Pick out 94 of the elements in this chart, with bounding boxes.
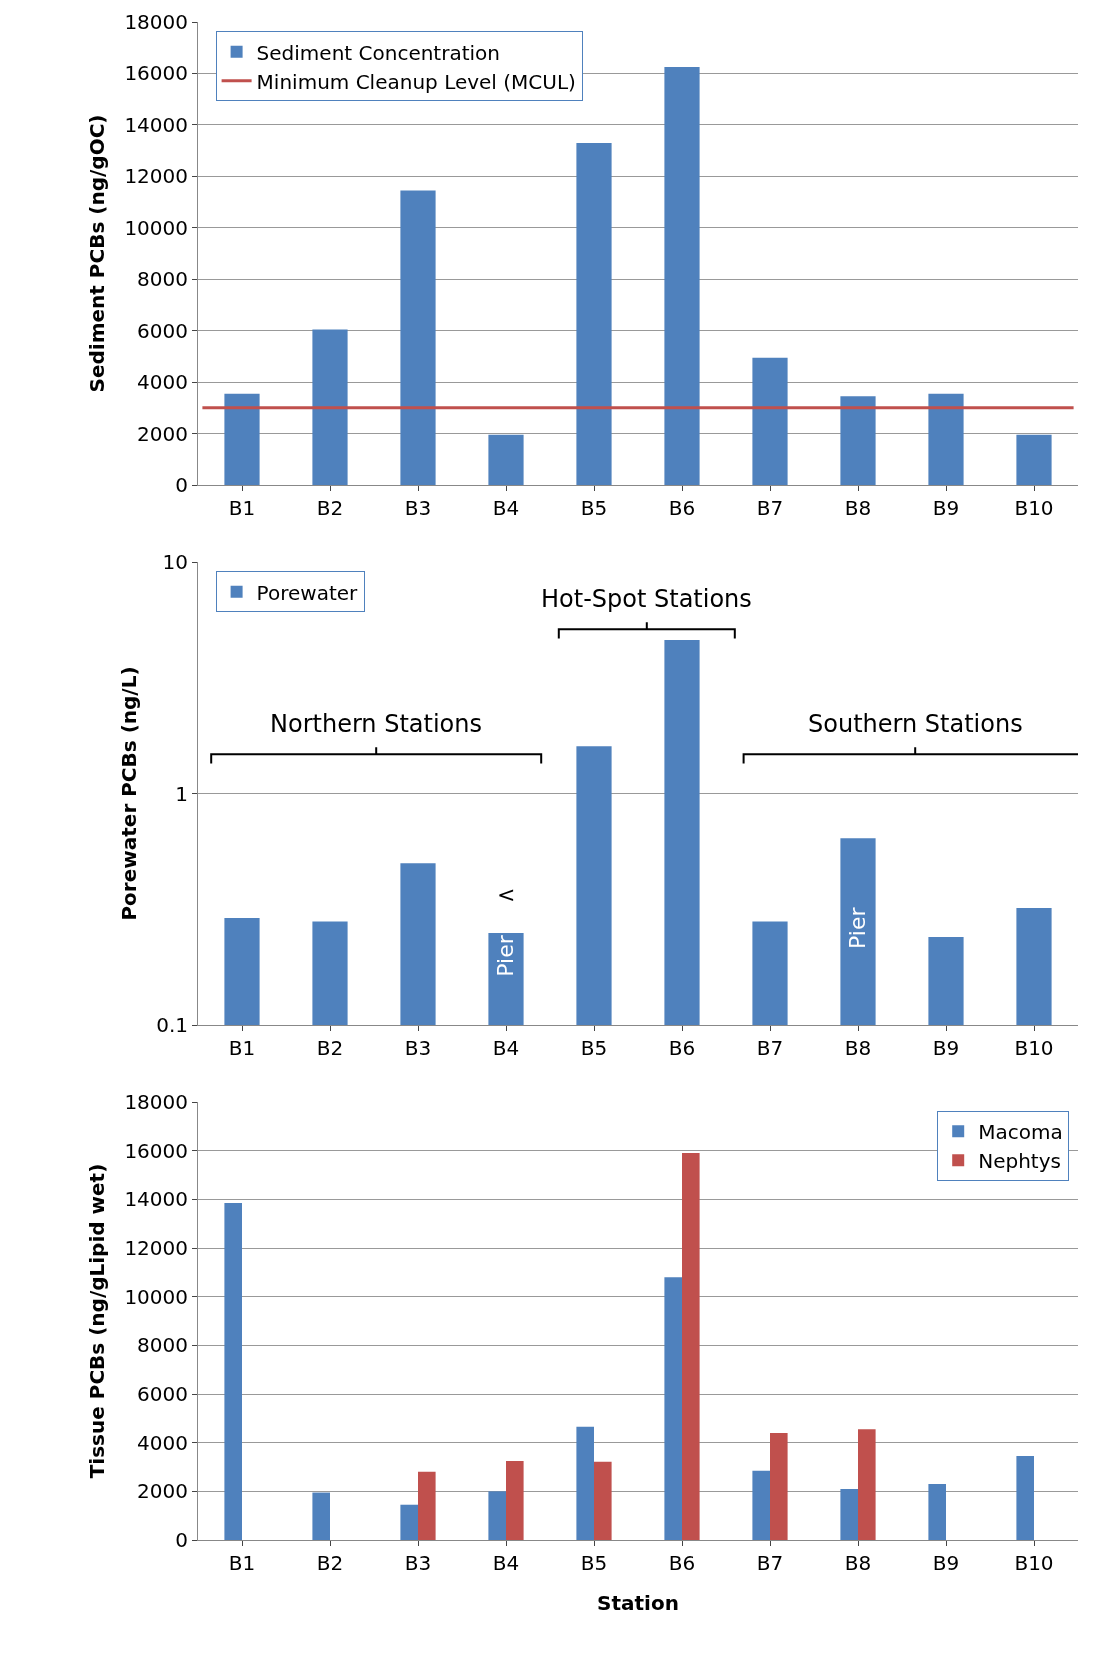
x-tick-label: B5 xyxy=(580,1036,608,1060)
bar xyxy=(224,393,260,485)
bar xyxy=(488,1491,506,1540)
x-tick-label: B2 xyxy=(316,1036,344,1060)
x-tick-label: B6 xyxy=(668,496,696,520)
y-tick-label: 12000 xyxy=(124,164,188,189)
y-tick-label: 8000 xyxy=(137,267,188,292)
y-tick-label: 18000 xyxy=(124,1090,188,1114)
y-tick-label: 4000 xyxy=(137,370,188,395)
y-tick-label: 2000 xyxy=(137,1479,188,1504)
bar xyxy=(400,1504,418,1540)
x-tick-label: B2 xyxy=(316,1551,344,1575)
x-tick-label: B2 xyxy=(316,496,344,520)
y-tick-label: 2000 xyxy=(137,421,188,446)
x-tick-label: B9 xyxy=(932,496,960,520)
y-tick-label: 6000 xyxy=(137,318,188,343)
bar xyxy=(840,1488,858,1540)
x-tick-label: B9 xyxy=(932,1551,960,1575)
y-tick-label: 0 xyxy=(175,1528,188,1552)
x-tick-label: B5 xyxy=(580,1551,608,1575)
legend-label: Minimum Cleanup Level (MCUL) xyxy=(256,69,576,94)
bar xyxy=(770,1432,788,1540)
y-tick-label: 0.1 xyxy=(156,1013,188,1037)
y-tick-label: 16000 xyxy=(124,61,188,86)
y-axis-title: Porewater PCBs (ng/L) xyxy=(116,666,141,921)
bar xyxy=(752,1470,770,1540)
x-tick-label: B4 xyxy=(492,1036,520,1060)
bar xyxy=(312,329,348,485)
y-tick-label: 14000 xyxy=(124,1187,188,1212)
bar xyxy=(576,1426,594,1540)
y-tick-label: 14000 xyxy=(124,112,188,137)
y-tick-label: 4000 xyxy=(137,1430,188,1455)
x-tick-label: B3 xyxy=(404,496,432,520)
bar xyxy=(506,1460,524,1540)
x-tick-label: B3 xyxy=(404,1551,432,1575)
y-tick-label: 6000 xyxy=(137,1382,188,1406)
legend-label: Nephtys xyxy=(978,1149,1061,1174)
x-tick-label: B5 xyxy=(580,496,608,520)
x-tick-label: B4 xyxy=(492,496,520,520)
bar xyxy=(312,1492,330,1540)
x-tick-label: B7 xyxy=(756,1551,784,1575)
bar xyxy=(928,393,964,485)
y-tick-label: 8000 xyxy=(137,1333,188,1358)
y-tick-label: 16000 xyxy=(124,1138,188,1163)
y-tick-label: 12000 xyxy=(124,1236,188,1260)
bar xyxy=(840,396,876,485)
y-tick-label: 10000 xyxy=(124,1284,188,1309)
x-tick-label: B3 xyxy=(404,1036,432,1060)
x-tick-label: B10 xyxy=(1014,1551,1054,1575)
annotation: Pier xyxy=(845,906,871,949)
y-tick-label: 10000 xyxy=(124,215,188,240)
x-tick-label: B10 xyxy=(1014,1036,1054,1060)
x-tick-label: B4 xyxy=(492,1551,520,1575)
bar xyxy=(224,1202,242,1540)
bar xyxy=(752,357,788,485)
bar xyxy=(664,67,700,485)
annotation: Hot-Spot Stations xyxy=(541,585,752,613)
y-tick-label: 1 xyxy=(175,781,188,806)
x-tick-label: B6 xyxy=(668,1036,696,1060)
x-tick-label: B8 xyxy=(844,1551,872,1575)
bar xyxy=(1016,434,1052,485)
x-tick-label: B6 xyxy=(668,1551,696,1575)
x-tick-label: B10 xyxy=(1014,496,1054,520)
y-axis-title: Sediment PCBs (ng/gOC) xyxy=(84,114,109,393)
bar xyxy=(858,1429,876,1540)
y-tick-label: 10 xyxy=(162,550,188,574)
annotation: Pier xyxy=(493,934,519,977)
annotation: Southern Stations xyxy=(808,710,1023,738)
x-axis-title: Station xyxy=(597,1591,679,1615)
x-tick-label: B8 xyxy=(844,1036,872,1060)
x-tick-label: B1 xyxy=(228,1036,256,1060)
annotation: < xyxy=(497,882,516,907)
annotation: Northern Stations xyxy=(270,710,483,738)
legend-label: Porewater xyxy=(256,580,359,605)
bar xyxy=(576,142,612,485)
x-tick-label: B9 xyxy=(932,1036,960,1060)
x-tick-label: B7 xyxy=(756,496,784,520)
bar xyxy=(682,1153,700,1540)
y-axis-title: Tissue PCBs (ng/gLipid wet) xyxy=(84,1163,109,1479)
y-tick-label: 0 xyxy=(175,473,188,497)
x-tick-label: B7 xyxy=(756,1036,784,1060)
bar xyxy=(1016,1456,1034,1540)
bar xyxy=(488,434,524,485)
bar xyxy=(664,1277,682,1540)
x-tick-label: B8 xyxy=(844,496,872,520)
bar xyxy=(418,1471,436,1540)
legend-label: Macoma xyxy=(978,1120,1063,1145)
bar xyxy=(594,1461,612,1540)
legend-label: Sediment Concentration xyxy=(256,40,501,65)
y-tick-label: 18000 xyxy=(124,10,188,34)
bar xyxy=(928,1484,946,1540)
x-tick-label: B1 xyxy=(228,496,256,520)
x-tick-label: B1 xyxy=(228,1551,256,1575)
bar xyxy=(400,190,436,485)
